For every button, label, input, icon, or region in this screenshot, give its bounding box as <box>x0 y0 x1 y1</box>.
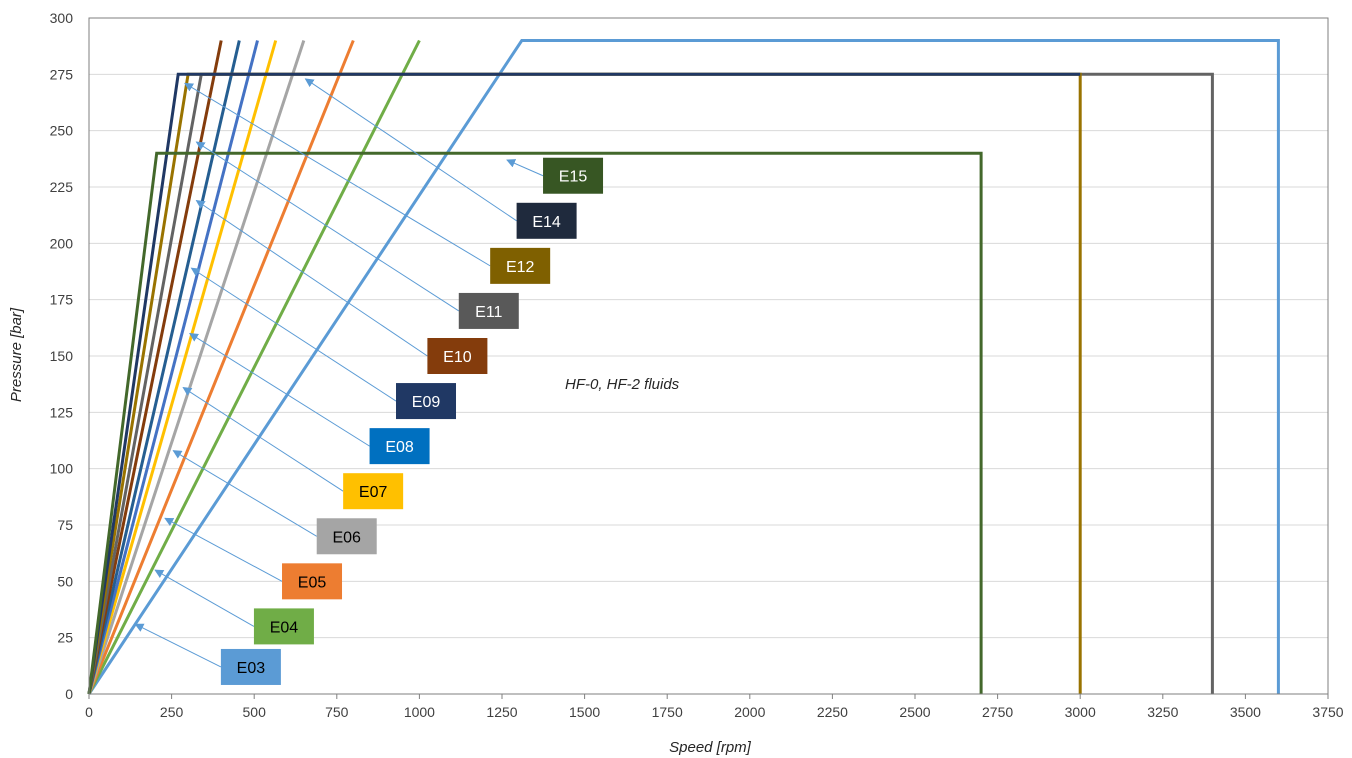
label-text-e12: E12 <box>506 259 535 276</box>
label-text-e08: E08 <box>385 439 414 456</box>
series-labels: E03 E04 E05 E06 E07 E08 E09 E10 E11 E12 E14 E15 <box>220 157 604 685</box>
x-tick-label: 3250 <box>1147 704 1178 720</box>
leader-arrows <box>134 78 544 668</box>
y-tick-label: 250 <box>50 123 74 139</box>
x-tick-label: 250 <box>160 704 184 720</box>
leader-arrow-e04 <box>154 569 255 627</box>
series-line-e07 <box>87 40 278 695</box>
leader-arrow-e10 <box>195 200 428 357</box>
x-tick-label: 2500 <box>899 704 930 720</box>
y-tick-label: 275 <box>50 66 74 82</box>
x-tick-label: 1250 <box>486 704 517 720</box>
x-tick-label: 2750 <box>982 704 1013 720</box>
x-tick-label: 2250 <box>817 704 848 720</box>
label-text-e07: E07 <box>359 484 388 501</box>
x-tick-label: 3000 <box>1065 704 1096 720</box>
label-text-e15: E15 <box>559 169 588 186</box>
x-tick-label: 1750 <box>652 704 683 720</box>
leader-arrow-e12 <box>184 82 491 267</box>
label-text-e11: E11 <box>475 304 502 321</box>
leader-arrow-e14 <box>304 78 517 222</box>
label-box-e07 <box>343 473 404 510</box>
y-tick-label: 175 <box>50 292 74 308</box>
label-text-e09: E09 <box>412 394 441 411</box>
label-text-e06: E06 <box>332 529 361 546</box>
y-tick-label: 75 <box>57 517 73 533</box>
y-tick-label: 150 <box>50 348 74 364</box>
x-tick-label: 1000 <box>404 704 435 720</box>
series-line-e05 <box>87 39 355 695</box>
plot-frame <box>88 17 1329 695</box>
label-box-e15 <box>543 157 604 194</box>
label-box-e14 <box>516 202 577 239</box>
leader-arrow-e11 <box>195 141 460 312</box>
label-text-e03: E03 <box>237 660 266 677</box>
label-box-e06 <box>316 518 377 555</box>
label-box-e09 <box>396 383 457 420</box>
x-axis-title: Speed [rpm] <box>669 739 752 756</box>
leader-arrow-e08 <box>189 332 370 447</box>
x-tick-label: 1500 <box>569 704 600 720</box>
x-tick-label: 2000 <box>734 704 765 720</box>
x-tick-label: 3750 <box>1312 704 1343 720</box>
x-tick-label: 3500 <box>1230 704 1261 720</box>
x-tick-label: 500 <box>243 704 267 720</box>
y-tick-label: 100 <box>50 461 74 477</box>
series-lines <box>87 39 1280 695</box>
x-tick-label: 0 <box>85 704 93 720</box>
label-text-e14: E14 <box>532 214 561 231</box>
leader-arrow-e09 <box>190 267 397 402</box>
series-line-e14 <box>87 72 1081 695</box>
y-tick-label: 0 <box>65 686 73 702</box>
label-box-e12 <box>490 247 551 284</box>
label-box-e03 <box>220 648 281 685</box>
y-tick-label: 300 <box>50 10 74 26</box>
y-tick-label: 125 <box>50 404 74 420</box>
leader-arrow-e05 <box>164 517 283 582</box>
series-line-e15 <box>87 151 983 695</box>
y-axis-title: Pressure [bar] <box>8 307 25 402</box>
y-tick-label: 25 <box>57 630 73 646</box>
label-box-e11 <box>458 292 519 329</box>
label-box-e10 <box>427 338 488 374</box>
series-line-e09 <box>87 40 241 695</box>
y-tick-label: 50 <box>57 573 73 589</box>
leader-arrow-e06 <box>172 450 317 537</box>
label-box-e08 <box>369 428 430 465</box>
y-tick-label: 225 <box>50 179 74 195</box>
series-line-e08 <box>87 40 259 695</box>
leader-arrow-e03 <box>134 623 222 668</box>
leader-arrow-e07 <box>182 387 344 492</box>
series-line-e04 <box>87 39 421 695</box>
x-tick-label: 750 <box>325 704 349 720</box>
annotation-text: HF-0, HF-2 fluids <box>565 376 680 393</box>
label-box-e05 <box>282 563 343 600</box>
y-tick-label: 200 <box>50 235 74 251</box>
label-text-e10: E10 <box>443 349 472 366</box>
series-line-e06 <box>87 40 306 695</box>
leader-arrow-e15 <box>506 159 544 177</box>
series-line-e03 <box>87 39 1280 695</box>
label-box-e04 <box>253 608 314 645</box>
label-text-e05: E05 <box>298 574 327 591</box>
label-text-e04: E04 <box>270 619 299 636</box>
